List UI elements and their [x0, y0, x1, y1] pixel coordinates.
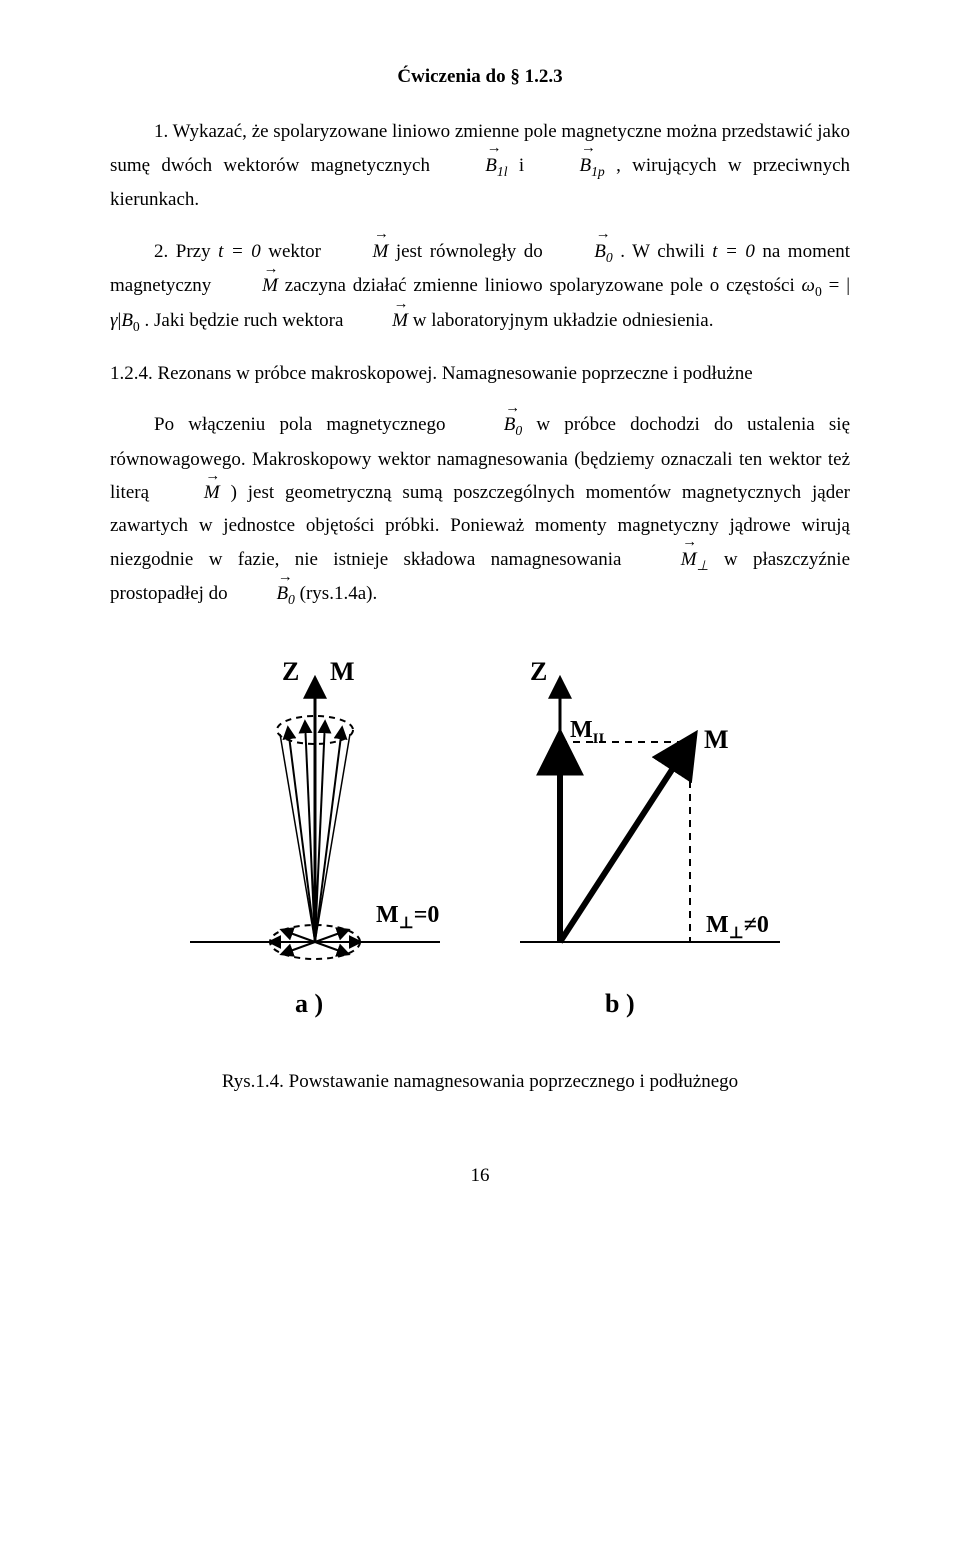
label-Mpara: MII: [570, 717, 604, 747]
vec-sub: 1p: [591, 163, 605, 178]
p2-g: . Jaki będzie ruch wektora: [145, 310, 349, 331]
vec-sub: 0: [606, 249, 613, 264]
vector-B0-3: B0: [232, 577, 294, 612]
page-number: 16: [110, 1159, 850, 1192]
vec-letter: B: [276, 583, 288, 604]
vector-B0-2: B0: [460, 408, 522, 443]
p2-d: . W chwili: [620, 241, 712, 262]
panel-a: Z M M⊥=0 a ): [190, 657, 440, 1018]
vec-letter: M: [372, 241, 388, 262]
figure-caption: Rys.1.4. Powstawanie namagnesowania popr…: [110, 1065, 850, 1098]
vector-B0: B0: [550, 235, 612, 270]
label-M-b: M: [704, 725, 729, 754]
vector-M-3: M: [348, 304, 408, 337]
page-title: Ćwiczenia do § 1.2.3: [110, 60, 850, 93]
vec-letter: B: [579, 155, 591, 176]
vec-sub: 0: [515, 423, 522, 438]
vec-perp: ⊥: [697, 557, 709, 572]
vector-B1p: B1p: [535, 149, 604, 184]
paragraph-3: Po włączeniu pola magnetycznego B0 w pró…: [110, 408, 850, 612]
vec-letter: M: [681, 549, 697, 570]
vec-letter: B: [485, 155, 497, 176]
exercise-1: 1. Wykazać, że spolaryzowane liniowo zmi…: [110, 115, 850, 216]
vec-sub: 0: [288, 592, 295, 607]
p2-h: w laboratoryjnym układzie odniesienia.: [413, 310, 714, 331]
label-b: b ): [605, 989, 635, 1018]
abs-open: |: [846, 275, 850, 296]
p2-c: jest równoległy do: [396, 241, 550, 262]
p3-e: (rys.1.4a).: [300, 583, 378, 604]
p3-a: Po włączeniu pola magnetycznego: [154, 414, 460, 435]
label-M-a: M: [330, 657, 355, 686]
vec-letter: B: [504, 414, 516, 435]
p2-B: B: [121, 310, 133, 331]
label-Z-a: Z: [282, 657, 299, 686]
vector-M-2: M: [218, 269, 278, 302]
p2-eq: =: [829, 275, 847, 296]
label-Mperp-b: M⊥≠0: [706, 912, 769, 942]
vector-M-perp: M⊥: [637, 543, 709, 578]
p2-omega-sub: 0: [815, 284, 822, 299]
panel-b: Z MII M M⊥≠0 b ): [520, 657, 780, 1018]
label-Mperp-a: M⊥=0: [376, 902, 439, 932]
vec-letter: M: [262, 275, 278, 296]
vec-letter: M: [204, 482, 220, 503]
p2-Bsub: 0: [133, 319, 140, 334]
vec-letter: M: [392, 310, 408, 331]
vector-M: M: [328, 235, 388, 268]
figure-1-4: Z M M⊥=0 a ) Z MII M: [110, 642, 850, 1053]
vec-sub: 1l: [497, 163, 508, 178]
vec-letter: B: [594, 241, 606, 262]
figure-svg: Z M M⊥=0 a ) Z MII M: [160, 642, 800, 1042]
p2-a: 2. Przy: [154, 241, 218, 262]
exercise-2: 2. Przy t = 0 wektor M jest równoległy d…: [110, 235, 850, 339]
vector-B1l: B1l: [441, 149, 507, 184]
p2-omega: ω: [802, 275, 815, 296]
label-Z-b: Z: [530, 657, 547, 686]
p2-t0b: t = 0: [712, 241, 755, 262]
label-a: a ): [295, 989, 323, 1018]
para1-text-b: i: [519, 155, 536, 176]
vector-M-4: M: [160, 476, 220, 509]
section-heading: 1.2.4. Rezonans w próbce makroskopowej. …: [110, 357, 850, 390]
p2-gamma: γ: [110, 310, 118, 331]
